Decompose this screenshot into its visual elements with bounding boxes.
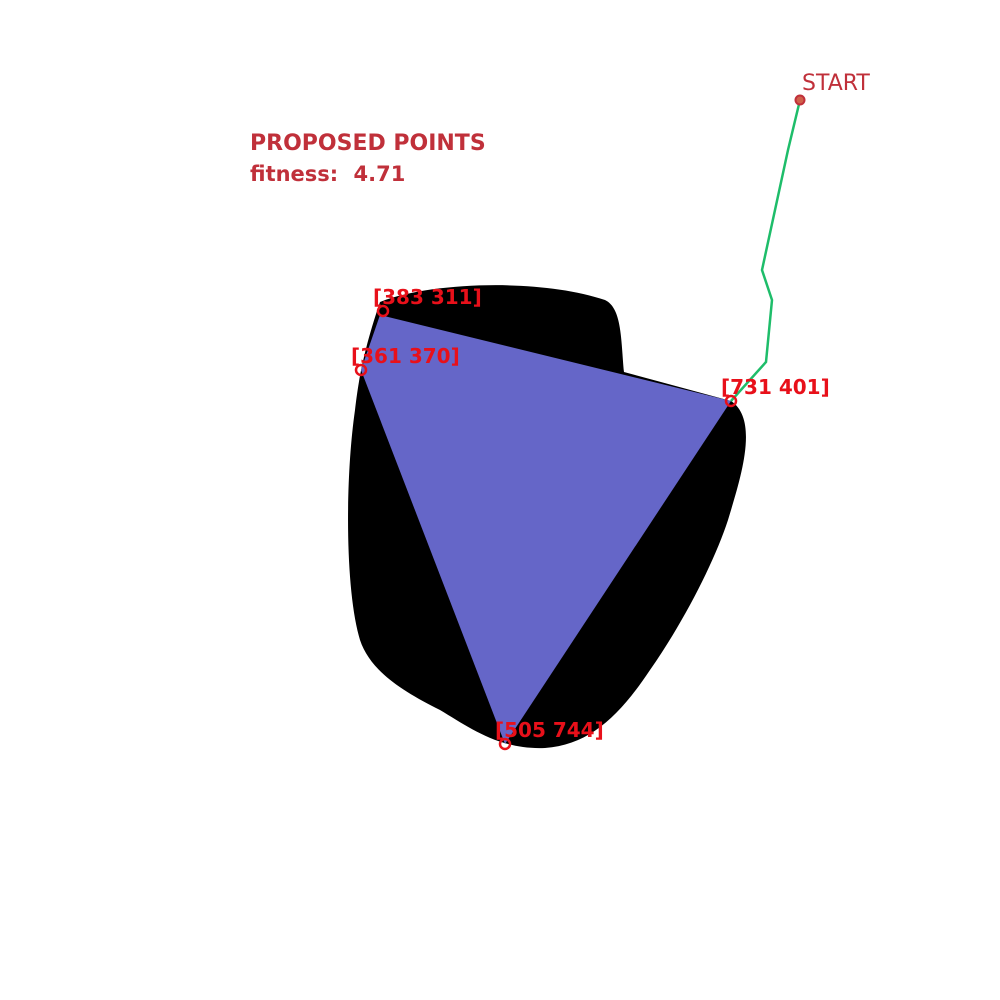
- point-label: [505 744]: [495, 718, 604, 742]
- start-marker: [794, 94, 806, 106]
- point-markers: [383 311] [361 370] [731 401] [505 744]: [351, 285, 830, 751]
- fitness-value: 4.71: [354, 162, 406, 186]
- search-path: [730, 99, 802, 402]
- point-marker: [376, 304, 390, 318]
- point-label: [731 401]: [721, 375, 830, 399]
- page-title: PROPOSED POINTS: [250, 131, 486, 156]
- fitness-readout: fitness: 4.71: [250, 162, 405, 186]
- point-label: [361 370]: [351, 344, 460, 368]
- fitness-label: fitness:: [250, 162, 338, 186]
- point-marker: [498, 737, 512, 751]
- proposed-polygon: [361, 315, 731, 744]
- point-marker: [354, 363, 368, 377]
- point-marker: [724, 394, 738, 408]
- start-label: START: [802, 71, 870, 96]
- point-label: [383 311]: [373, 285, 482, 309]
